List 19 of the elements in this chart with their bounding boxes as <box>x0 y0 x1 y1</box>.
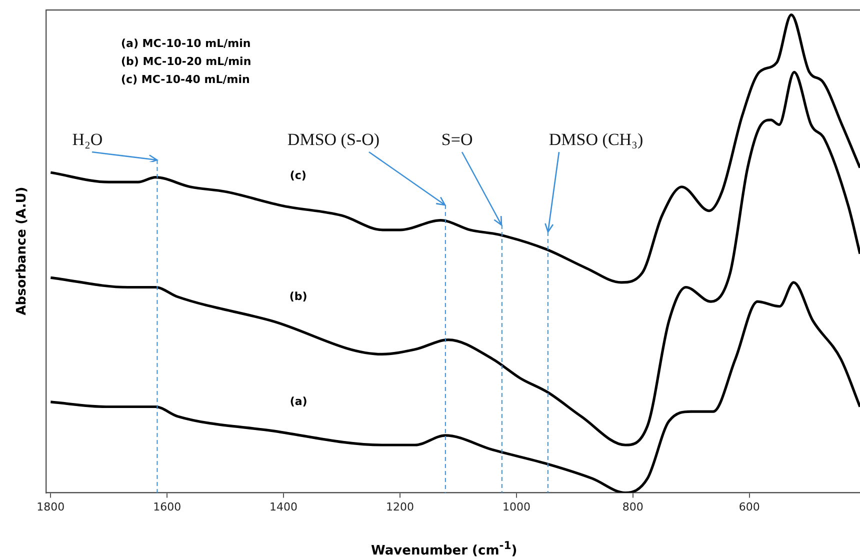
x-tick-label: 1000 <box>502 500 530 514</box>
annotation: (b) MC-10-20 mL/min <box>121 54 252 70</box>
y-axis-title: Absorbance (A.U) <box>14 187 30 316</box>
x-tick-label: 1600 <box>153 500 182 514</box>
ref-line-label: DMSO (CH₃) <box>548 130 644 150</box>
x-tick-label: 1800 <box>36 500 65 514</box>
text: (b) <box>289 288 308 305</box>
text: (a) <box>290 394 308 410</box>
x-tick-label: 1200 <box>386 500 414 514</box>
text: (c) <box>290 168 306 184</box>
ref-line-label: S=O <box>441 130 473 150</box>
ref-line-label: H₂O <box>72 130 103 150</box>
annotation: (c) MC-10-40 mL/min <box>121 72 250 88</box>
ref-line-label: DMSO (S-O) <box>287 130 380 150</box>
x-tick-label: 800 <box>622 500 644 514</box>
annotation: (a) MC-10-10 mL/min <box>121 36 251 52</box>
x-tick-label: 1400 <box>270 500 298 514</box>
x-axis-title: Wavenumber (cm$^{-1}$) <box>371 538 518 559</box>
x-tick-label: 600 <box>738 500 760 514</box>
